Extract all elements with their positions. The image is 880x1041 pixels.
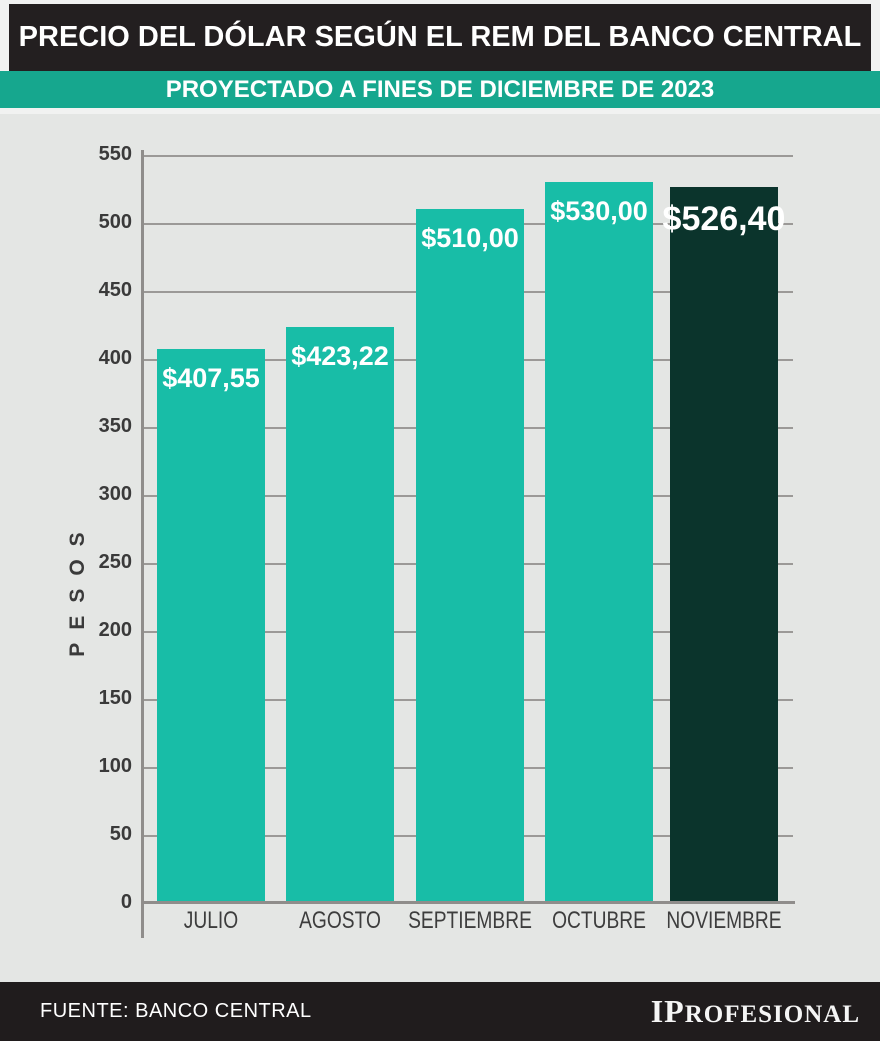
chart-panel: 0 50 100 150 200 250 300 350 400 450 500 550 $407,5… [0, 114, 880, 982]
y-tick-label: 300 [98, 483, 132, 505]
bar-value-label: $510,00 [421, 223, 519, 253]
footer-bar: FUENTE: BANCO CENTRAL IP ROFESIONAL [0, 982, 880, 1041]
bar-septiembre: $510,00 [416, 209, 524, 903]
bar-julio: $407,55 [157, 349, 265, 903]
brand-logo: IP ROFESIONAL [651, 993, 860, 1030]
y-tick-label: 350 [98, 415, 132, 437]
y-tick-label: 50 [109, 823, 132, 845]
y-tick-label: 100 [98, 755, 132, 777]
x-axis-line [141, 901, 795, 904]
bar-agosto: $423,22 [286, 327, 394, 903]
y-tick-label: 400 [98, 347, 132, 369]
source-label: FUENTE: BANCO CENTRAL [40, 1000, 312, 1022]
y-axis-title: PESOS [66, 519, 89, 657]
bar-value-label: $530,00 [550, 196, 648, 226]
chart-subtitle: PROYECTADO A FINES DE DICIEMBRE DE 2023 [165, 75, 715, 103]
bar-octubre: $530,00 [545, 182, 653, 903]
brand-logo-suffix: ROFESIONAL [684, 1001, 860, 1028]
x-axis-label-julio: JULIO [183, 907, 239, 934]
bar-value-label: $407,55 [162, 363, 260, 393]
gridline [141, 155, 793, 157]
y-tick-label: 0 [120, 891, 132, 913]
bar-noviembre: $526,40 [663, 187, 785, 903]
y-tick-label: 200 [98, 619, 132, 641]
y-tick-label: 450 [98, 279, 132, 301]
brand-logo-prefix: IP [650, 993, 685, 1029]
x-axis-label-noviembre: NOVIEMBRE [666, 907, 782, 934]
y-tick-label: 150 [98, 687, 132, 709]
y-axis-line [141, 150, 144, 938]
y-tick-label: 250 [98, 551, 132, 573]
x-axis-label-septiembre: SEPTIEMBRE [408, 907, 532, 934]
y-tick-label: 500 [98, 211, 132, 233]
chart-title: PRECIO DEL DÓLAR SEGÚN EL REM DEL BANCO … [18, 21, 862, 53]
x-axis-label-octubre: OCTUBRE [552, 907, 646, 934]
header-bar: PRECIO DEL DÓLAR SEGÚN EL REM DEL BANCO … [9, 4, 871, 71]
bar-value-label: $423,22 [291, 341, 389, 371]
x-axis-label-agosto: AGOSTO [299, 907, 381, 934]
subtitle-bar: PROYECTADO A FINES DE DICIEMBRE DE 2023 [0, 71, 880, 108]
y-tick-label: 550 [98, 143, 132, 165]
bar-value-label: $526,40 [662, 200, 786, 238]
